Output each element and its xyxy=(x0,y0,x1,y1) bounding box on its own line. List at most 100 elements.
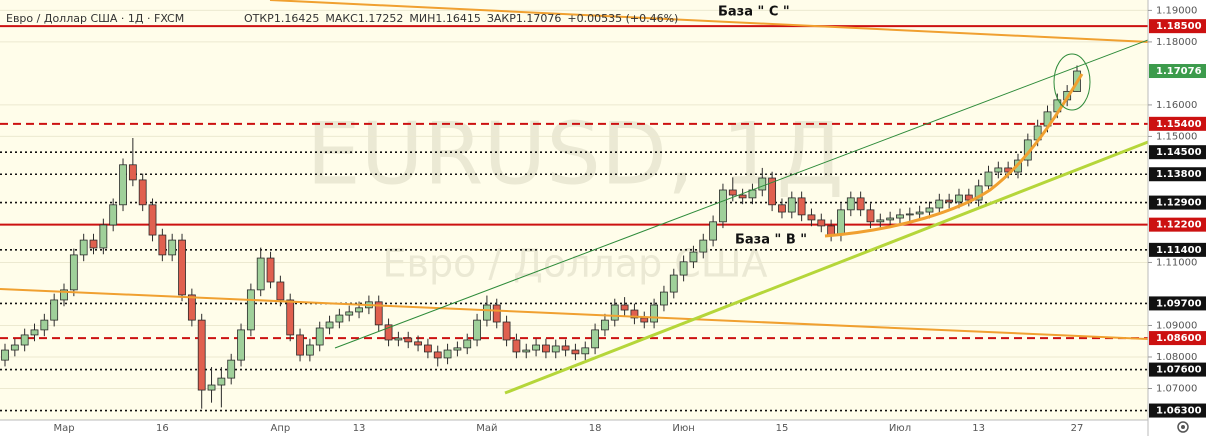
candle-body xyxy=(581,347,590,355)
candle-body xyxy=(296,334,304,356)
gear-center[interactable] xyxy=(1181,425,1185,429)
curve xyxy=(824,73,1084,238)
candle-body xyxy=(50,299,59,321)
level-label: 1.11400 xyxy=(1156,245,1202,256)
level-label-bg xyxy=(1149,167,1206,182)
level-label-bg xyxy=(1149,296,1206,311)
level-label-bg xyxy=(1149,362,1206,377)
x-tick-label: 13 xyxy=(353,423,366,434)
candle-body xyxy=(896,214,904,219)
candle-body xyxy=(40,319,49,331)
candle-body xyxy=(60,289,68,301)
candle-body xyxy=(335,314,344,323)
level-label: 1.13800 xyxy=(1156,169,1202,180)
candle-body xyxy=(483,304,491,321)
trend-line xyxy=(269,0,1149,43)
candle-body xyxy=(1,349,9,361)
last-price-bg xyxy=(1149,64,1206,79)
trend-line xyxy=(0,288,1149,340)
trend-line xyxy=(334,39,1149,349)
candle-body xyxy=(660,291,668,306)
candle-body xyxy=(207,384,216,391)
candle-body xyxy=(551,345,560,353)
x-tick-label: 16 xyxy=(156,423,169,434)
candle-body xyxy=(423,344,432,353)
candle-body xyxy=(158,234,167,256)
candle-body xyxy=(453,347,462,351)
candle-body xyxy=(492,304,501,323)
x-tick-label: Май xyxy=(476,423,497,434)
candle-body xyxy=(807,214,816,221)
ohlc-name: ОТКР xyxy=(244,12,274,25)
level-label-bg xyxy=(1149,116,1206,131)
candle-body xyxy=(286,299,295,336)
candle-body xyxy=(20,334,29,346)
candle-body xyxy=(945,199,954,203)
x-tick-label: 15 xyxy=(776,423,789,434)
candle-body xyxy=(994,167,1003,173)
y-tick-label: 1.08000 xyxy=(1156,352,1197,363)
candle-body xyxy=(778,204,786,213)
y-tick-label: 1.18000 xyxy=(1156,37,1197,48)
candle-body xyxy=(502,321,511,341)
gear[interactable] xyxy=(1177,421,1189,433)
candle-body xyxy=(522,349,531,353)
watermark-subtitle: Евро / Доллар США xyxy=(383,242,768,286)
level-label: 1.07600 xyxy=(1156,365,1202,376)
candle-body xyxy=(99,224,108,249)
candle-body xyxy=(384,324,393,341)
level-label-bg xyxy=(1149,331,1206,346)
candle-body xyxy=(601,319,609,331)
candle-body xyxy=(532,344,540,351)
candle-body xyxy=(689,251,698,263)
candle-body xyxy=(128,164,137,181)
level-label-bg xyxy=(1149,145,1206,160)
level-label-bg xyxy=(1149,403,1206,418)
highlight-ellipse xyxy=(1053,53,1091,111)
candle-body xyxy=(709,221,718,241)
y-tick-label: 1.15000 xyxy=(1156,131,1197,142)
time-scale-background xyxy=(0,420,1148,436)
level-label-bg xyxy=(1149,242,1206,257)
candle-body xyxy=(10,344,19,351)
candle-body xyxy=(679,261,688,276)
level-label-bg xyxy=(1149,19,1206,34)
candle-body xyxy=(178,239,186,296)
candle-body xyxy=(542,344,550,353)
x-tick-label: Апр xyxy=(271,423,291,434)
level-label-bg xyxy=(1149,195,1206,210)
candle-body xyxy=(591,329,599,349)
candle-body xyxy=(974,185,983,201)
candle-body xyxy=(197,319,206,391)
candle-body xyxy=(305,344,314,356)
settings-icon[interactable] xyxy=(1177,421,1189,433)
candle-body xyxy=(925,207,934,213)
candle-body xyxy=(69,254,78,291)
level-label: 1.14500 xyxy=(1156,147,1202,158)
level-label: 1.06300 xyxy=(1156,406,1202,417)
candle-body xyxy=(187,294,196,321)
candle-body xyxy=(866,209,875,223)
candle-body xyxy=(935,199,944,209)
candle-body xyxy=(148,204,157,236)
candle-body xyxy=(119,164,127,206)
candle-body xyxy=(837,209,845,236)
level-layer xyxy=(0,25,1148,412)
candle-body xyxy=(463,339,472,349)
candle-body xyxy=(414,341,422,346)
candle-body xyxy=(256,257,265,291)
candle-body xyxy=(345,311,354,316)
candle-body xyxy=(276,281,285,301)
y-tick-label: 1.07000 xyxy=(1156,383,1197,394)
last-price-label: 1.17076 xyxy=(1156,66,1202,77)
y-tick-label: 1.11000 xyxy=(1156,257,1197,268)
candle-body xyxy=(630,309,639,319)
x-tick-label: Мар xyxy=(53,423,74,434)
candle-body xyxy=(964,194,973,201)
background-layer: EURUSD, 1Д Евро / Доллар США xyxy=(306,104,843,285)
x-tick-label: 27 xyxy=(1071,423,1084,434)
candle-body xyxy=(640,317,649,323)
x-tick-label: Июн xyxy=(672,423,694,434)
candle-body xyxy=(561,345,570,351)
